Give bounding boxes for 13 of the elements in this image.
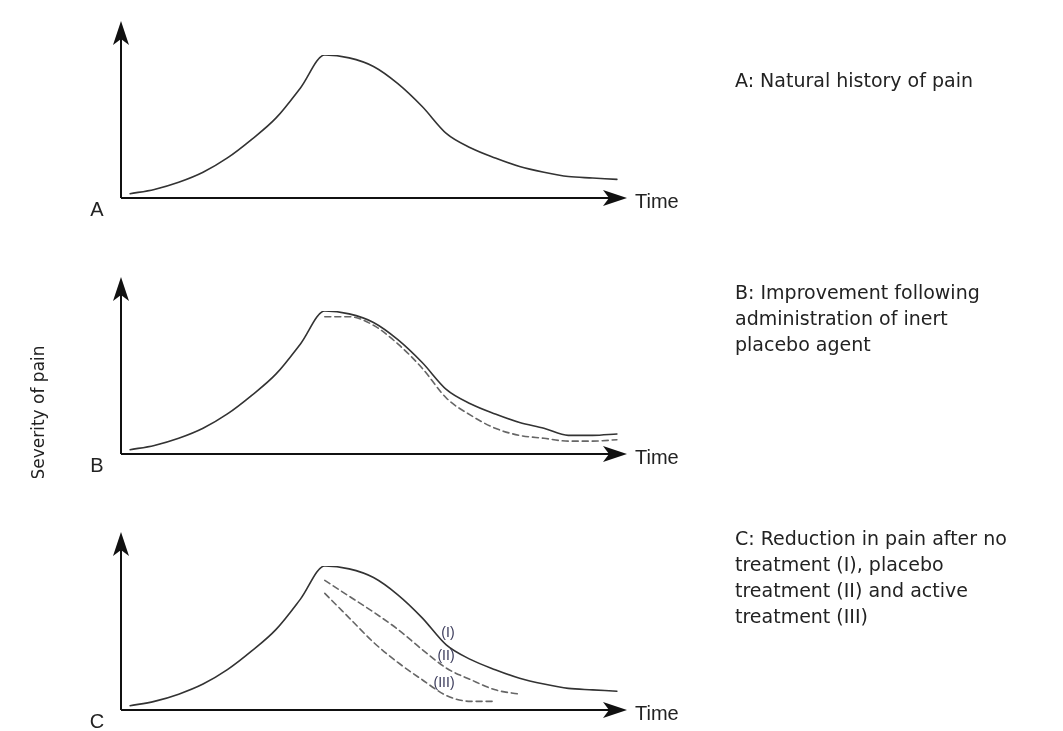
text: A: Natural history of pain (735, 68, 973, 91)
x-axis-title: Time (635, 445, 679, 468)
y-axis-title: Severity of pain (28, 345, 49, 480)
text: C (89, 709, 105, 731)
text: B: Improvement following administration of inert placebo agent (735, 280, 980, 355)
x-axis-title: Time (635, 701, 679, 724)
series-label: (I) (441, 624, 455, 641)
series-label: (III) (433, 674, 455, 691)
text: C: Reduction in pain after no treatment (I), placebo treatment (II) and active treatment (III) (735, 526, 1007, 627)
text: A (90, 197, 105, 220)
text: B (90, 453, 104, 476)
x-axis-title: Time (635, 189, 679, 212)
series-label: (II) (437, 647, 455, 664)
